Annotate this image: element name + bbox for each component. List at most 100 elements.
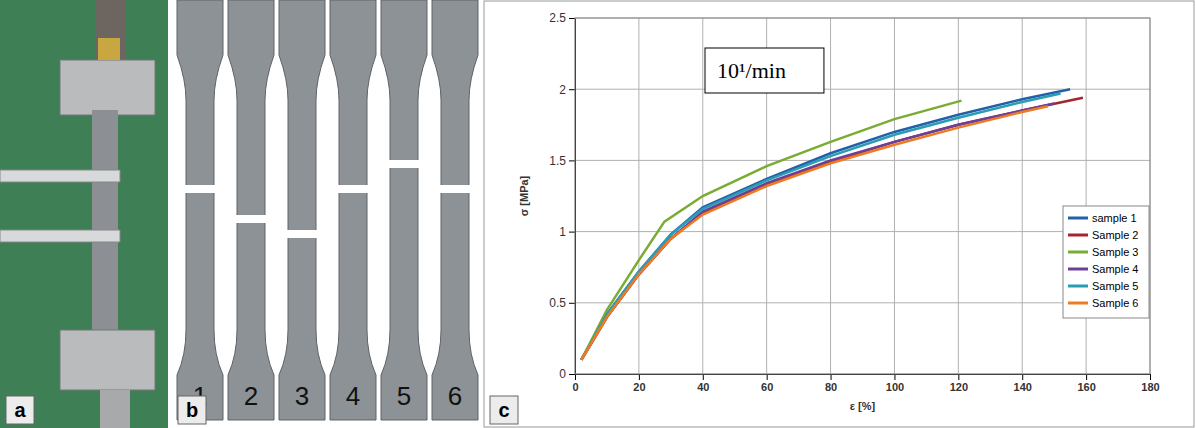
- tick-mark: [831, 374, 832, 380]
- legend-swatch: [1068, 268, 1088, 271]
- specimen-label: 3: [295, 381, 309, 411]
- machine-base: [100, 390, 130, 428]
- panel-a-photo: [0, 0, 168, 428]
- x-tick: 60: [761, 374, 773, 393]
- y-tick: 2.5: [549, 11, 575, 25]
- tick-mark: [1022, 374, 1023, 380]
- legend-swatch: [1068, 251, 1088, 254]
- grid-line: [894, 18, 895, 374]
- series-line: [581, 106, 1047, 359]
- x-tick: 120: [950, 374, 968, 393]
- grip-bolt: [98, 38, 120, 60]
- specimen: [330, 0, 376, 420]
- tick-mark: [703, 374, 704, 380]
- tick-label: 1: [559, 225, 566, 239]
- extensometer-arm: [0, 230, 120, 242]
- grid-line: [1022, 18, 1023, 374]
- tick-mark: [569, 374, 575, 375]
- machine-crosshead: [95, 0, 125, 60]
- specimen: [381, 0, 427, 420]
- legend-swatch: [1068, 302, 1088, 305]
- fracture-gap: [231, 215, 271, 223]
- specimen: [228, 0, 274, 420]
- chart-frame: [484, 1, 1194, 427]
- x-tick: 160: [1077, 374, 1095, 393]
- tick-label: 160: [1077, 381, 1095, 393]
- y-tick: 2: [559, 83, 575, 97]
- legend: sample 1 Sample 2 Sample 3 Sample 4 Sample 5…: [1063, 206, 1149, 318]
- photo-background: [0, 0, 168, 428]
- lower-grip: [60, 330, 155, 390]
- panel-letter: a: [14, 399, 26, 421]
- plot-frame: [575, 18, 1150, 374]
- tick-label: 1.5: [549, 154, 566, 168]
- specimen: [177, 0, 223, 420]
- title-frame: [705, 48, 824, 93]
- tick-label: 100: [886, 381, 904, 393]
- panel-b-photo: 123456: [172, 0, 480, 428]
- fracture-gap: [180, 185, 220, 193]
- legend-label: Sample 4: [1092, 263, 1138, 275]
- photo-background: [172, 0, 480, 428]
- series-line: [581, 89, 1070, 360]
- grid-line: [1086, 18, 1087, 374]
- extensometer-arm: [0, 170, 120, 182]
- x-tick: 100: [886, 374, 904, 393]
- tick-mark: [958, 374, 959, 380]
- tick-label: 180: [1141, 381, 1159, 393]
- tick-label: 40: [697, 381, 709, 393]
- y-tick: 0: [559, 367, 575, 381]
- legend-label: Sample 5: [1092, 280, 1138, 292]
- y-axis: 00.511.522.5: [549, 11, 575, 381]
- tick-mark: [767, 374, 768, 380]
- tick-label: 80: [825, 381, 837, 393]
- series-line: [581, 93, 1060, 359]
- legend-label: sample 1: [1092, 212, 1137, 224]
- title-box: 10¹/min: [705, 48, 824, 93]
- panel-letter: b: [186, 399, 198, 421]
- specimen: [92, 110, 118, 340]
- tick-label: 60: [761, 381, 773, 393]
- tick-mark: [569, 160, 575, 161]
- panel-letter-box: b: [178, 396, 206, 424]
- figure: 12345602040608010012014016018000.511.522…: [0, 0, 1196, 428]
- grid-line: [638, 18, 639, 374]
- panel-letter-frame: [178, 396, 206, 424]
- x-axis: 020406080100120140160180: [572, 374, 1159, 393]
- legend-label: Sample 6: [1092, 297, 1138, 309]
- legend-swatch: [1068, 234, 1088, 237]
- panel-letter-box: c: [490, 396, 518, 424]
- legend-swatch: [1068, 285, 1088, 288]
- x-tick: 40: [697, 374, 709, 393]
- fracture-gap: [333, 185, 373, 193]
- x-tick: 20: [633, 374, 645, 393]
- y-axis-title: σ [MPa]: [518, 175, 530, 216]
- tick-mark: [639, 374, 640, 380]
- tick-mark: [575, 374, 576, 380]
- lines: [581, 89, 1083, 360]
- legend-label: Sample 2: [1092, 229, 1138, 241]
- x-axis-title: ε [%]: [850, 400, 876, 412]
- tick-mark: [569, 18, 575, 19]
- specimen-label: 5: [397, 381, 411, 411]
- tick-label: 20: [633, 381, 645, 393]
- tick-label: 120: [950, 381, 968, 393]
- fracture-gap: [435, 185, 475, 193]
- tick-label: 0: [559, 367, 566, 381]
- grid-line: [958, 18, 959, 374]
- panel-letter: c: [498, 399, 509, 421]
- specimen: [432, 0, 478, 420]
- specimen-label: 6: [448, 381, 462, 411]
- x-tick: 80: [825, 374, 837, 393]
- tick-mark: [569, 303, 575, 304]
- legend-swatch: [1068, 217, 1088, 220]
- upper-grip: [60, 60, 155, 115]
- tick-label: 0: [572, 381, 578, 393]
- grid: [575, 18, 1150, 374]
- legend-label: Sample 3: [1092, 246, 1138, 258]
- tick-mark: [1086, 374, 1087, 380]
- panel-letter-frame: [6, 396, 34, 424]
- fracture-gap: [282, 230, 322, 238]
- x-tick: 0: [572, 374, 578, 393]
- legend-frame: [1063, 206, 1149, 318]
